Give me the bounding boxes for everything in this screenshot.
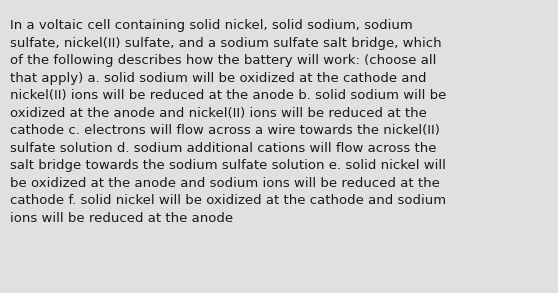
Text: In a voltaic cell containing solid nickel, solid sodium, sodium
sulfate, nickel(: In a voltaic cell containing solid nicke… xyxy=(10,19,446,224)
